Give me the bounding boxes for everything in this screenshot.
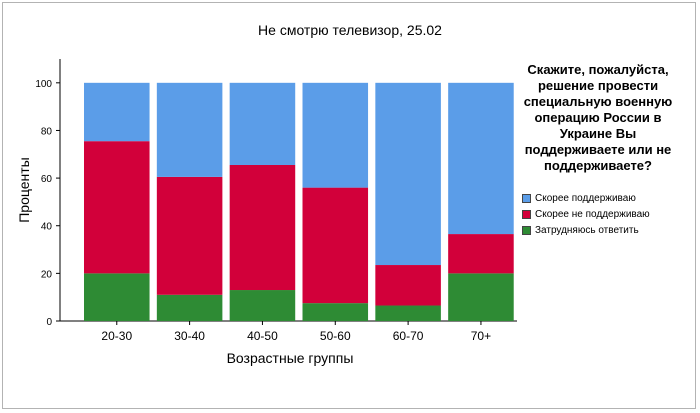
bar-segment: [375, 265, 441, 306]
x-tick-label: 70+: [471, 329, 491, 343]
x-tick-label: 60-70: [393, 329, 424, 343]
chart-frame: [2, 2, 696, 409]
bar-segment: [156, 82, 223, 177]
y-tick-label: 0: [46, 317, 52, 328]
chart-title: Не смотрю телевизор, 25.02: [258, 22, 442, 38]
legend-swatch: [522, 193, 531, 203]
bar-segment: [156, 176, 223, 295]
legend: Скорее поддерживаю Скорее не поддерживаю З…: [522, 190, 650, 238]
bar-segment: [84, 141, 150, 274]
x-tick-label: 30-40: [174, 329, 205, 343]
legend-title: Скажите, пожалуйста, решение провести сп…: [523, 62, 673, 173]
bar-segment: [302, 187, 369, 304]
y-tick-label: 20: [41, 269, 53, 280]
x-tick-label: 40-50: [247, 329, 278, 343]
legend-swatch: [522, 225, 531, 235]
bar-segment: [84, 82, 150, 142]
legend-item: Скорее не поддерживаю: [522, 206, 650, 222]
bar-segment: [302, 303, 369, 321]
bar-segment: [375, 82, 441, 266]
bar-segment: [84, 273, 150, 321]
y-tick-label: 100: [35, 79, 52, 90]
bar-segment: [156, 294, 223, 321]
legend-item: Скорее поддерживаю: [522, 190, 650, 206]
bar-segment: [302, 82, 369, 188]
y-tick-label: 40: [41, 222, 53, 233]
bar-segment: [229, 164, 296, 291]
x-tick-label: 20-30: [101, 329, 132, 343]
y-tick-label: 80: [41, 126, 53, 137]
bar-segment: [448, 234, 514, 274]
bar-segment: [229, 290, 296, 321]
legend-swatch: [522, 209, 531, 219]
legend-label: Затрудняюсь ответить: [535, 224, 639, 236]
x-tick-label: 50-60: [320, 329, 351, 343]
bar-segment: [448, 273, 514, 321]
bar-segment: [229, 82, 296, 165]
legend-label: Скорее поддерживаю: [535, 192, 636, 204]
legend-label: Скорее не поддерживаю: [535, 208, 650, 220]
bar-segment: [375, 305, 441, 321]
x-axis-label-text: Возрастные группы: [226, 350, 354, 366]
y-tick-label: 60: [41, 174, 53, 185]
bar-segment: [448, 82, 514, 235]
legend-item: Затрудняюсь ответить: [522, 222, 650, 238]
